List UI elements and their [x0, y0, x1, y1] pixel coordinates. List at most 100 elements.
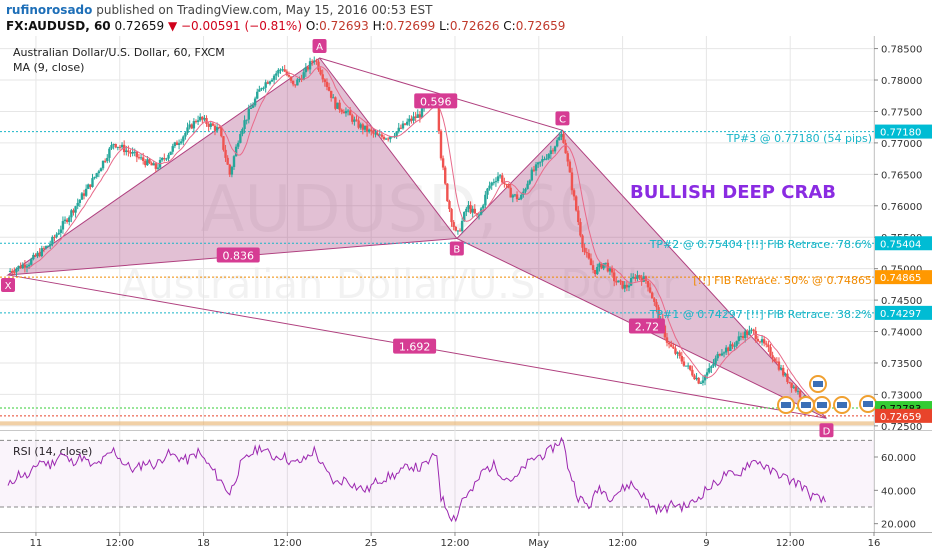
- candle-body: [549, 150, 553, 155]
- candle-body: [452, 222, 455, 227]
- candle-body: [279, 69, 282, 71]
- candle-body: [583, 247, 586, 253]
- candle-body: [418, 114, 422, 118]
- candle-body: [486, 188, 489, 195]
- candle-body: [190, 124, 193, 129]
- candle-body: [779, 367, 783, 370]
- candle-body: [638, 275, 641, 278]
- candle-body: [604, 262, 607, 264]
- candle-body: [674, 348, 677, 354]
- candle-body: [798, 390, 802, 398]
- candle-body: [627, 285, 631, 288]
- candle-body: [670, 344, 673, 347]
- candle-body: [636, 275, 639, 279]
- candle-body: [437, 101, 441, 131]
- symbol-label: FX:AUDUSD, 60: [6, 19, 111, 33]
- candle-body: [775, 361, 779, 363]
- candle-body: [133, 151, 136, 153]
- candle-body: [325, 81, 329, 88]
- event-flag-icon: [817, 402, 827, 408]
- candle-body: [148, 159, 151, 163]
- candle-body: [729, 344, 732, 351]
- candle-body: [716, 354, 719, 359]
- candle-body: [351, 115, 354, 122]
- price-tag-4: 0.74297: [875, 305, 932, 320]
- price-tag-text: 0.77180: [880, 128, 921, 139]
- candle-body: [87, 184, 90, 189]
- candle-body: [629, 278, 633, 286]
- candle-body: [329, 90, 333, 98]
- candle-body: [651, 292, 654, 299]
- chart-legend-title: Australian Dollar/U.S. Dollar, 60, FXCM: [13, 46, 225, 59]
- candle-body: [101, 160, 105, 169]
- candle-body: [95, 173, 98, 177]
- candle-body: [340, 109, 343, 112]
- candle-body: [234, 146, 238, 157]
- candle-body: [332, 97, 335, 99]
- candle-body: [513, 194, 517, 196]
- candle-body: [657, 307, 660, 319]
- candle-body: [196, 120, 200, 122]
- candle-body: [268, 81, 272, 84]
- candle-body: [520, 194, 523, 199]
- ratio-label: 0.836: [222, 249, 254, 262]
- candle-body: [507, 184, 510, 188]
- candle-body: [672, 346, 675, 349]
- price-tag-2: 0.75404: [875, 236, 932, 251]
- candle-body: [558, 137, 561, 141]
- candle-body: [215, 127, 219, 131]
- pattern-point-d: D: [823, 426, 831, 437]
- candle-body: [370, 129, 373, 132]
- candle-body: [313, 60, 316, 62]
- candle-body: [34, 254, 37, 257]
- candle-body: [714, 358, 717, 364]
- candle-body: [91, 178, 94, 187]
- candle-body: [156, 167, 160, 169]
- author-link[interactable]: rufinorosado: [6, 3, 93, 17]
- candle-body: [237, 142, 240, 147]
- candle-body: [264, 82, 267, 88]
- candle-body: [224, 149, 227, 158]
- ratio-badge: [216, 247, 260, 263]
- candle-body: [125, 150, 128, 153]
- candle-body: [49, 244, 52, 246]
- time-tick-label: 12:00: [441, 538, 470, 549]
- candle-body: [477, 214, 481, 216]
- candle-body: [401, 123, 405, 129]
- candle-body: [63, 219, 67, 222]
- price-tick-label: 0.77500: [881, 107, 922, 118]
- candle-body: [579, 222, 582, 236]
- candle-body: [61, 221, 65, 230]
- candle-body: [589, 258, 593, 266]
- candle-body: [465, 208, 468, 213]
- candle-body: [697, 377, 700, 384]
- candle-body: [444, 167, 447, 184]
- candle-body: [610, 268, 614, 273]
- low-value: 0.72626: [449, 19, 500, 33]
- candle-body: [564, 142, 567, 154]
- candle-body: [344, 110, 348, 114]
- candle-body: [169, 151, 172, 155]
- candle-body: [146, 159, 149, 166]
- candle-body: [760, 339, 764, 343]
- candle-body: [298, 78, 301, 80]
- time-tick-label: 12:00: [273, 538, 302, 549]
- candle-body: [403, 123, 407, 125]
- candle-body: [23, 264, 27, 268]
- price-tick-label: 0.76500: [881, 170, 922, 181]
- candle-body: [308, 61, 312, 70]
- candle-body: [199, 116, 202, 121]
- candle-body: [737, 336, 741, 342]
- candle-body: [790, 382, 793, 388]
- candle-body: [543, 159, 546, 161]
- candle-body: [42, 248, 46, 250]
- price-chart[interactable]: AUDUSD, 60 Australian Dollar/U.S. Dollar…: [0, 36, 932, 550]
- candle-body: [8, 270, 12, 272]
- candle-body: [46, 245, 50, 247]
- candle-body: [773, 358, 776, 362]
- high-label: H:: [372, 19, 386, 33]
- candle-body: [315, 60, 318, 62]
- ratio-badge: [628, 318, 665, 334]
- pattern-point-x-badge: [1, 277, 15, 292]
- candle-body: [467, 205, 470, 209]
